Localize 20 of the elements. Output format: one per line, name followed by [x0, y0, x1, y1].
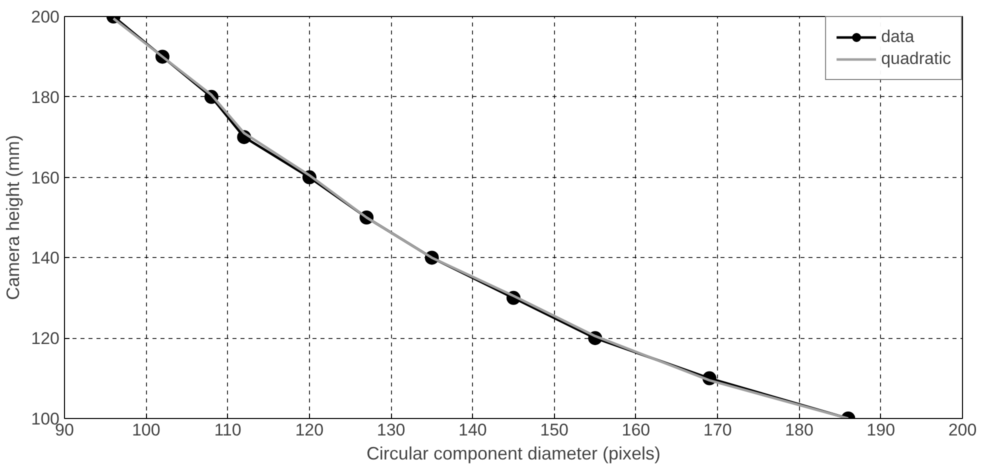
- y-axis-title: Camera height (mm): [3, 134, 24, 300]
- x-tick-label: 140: [458, 420, 487, 440]
- y-tick-label: 180: [31, 88, 60, 107]
- legend-label: data: [881, 27, 914, 47]
- legend-label: quadratic: [881, 49, 951, 69]
- y-tick-label: 200: [31, 8, 60, 26]
- x-tick-label: 160: [622, 420, 650, 440]
- x-tick-label: 190: [866, 420, 896, 440]
- x-axis-title: Circular component diameter (pixels): [366, 444, 661, 464]
- x-tick-label: 200: [948, 420, 977, 440]
- x-tick-label: 100: [132, 420, 160, 440]
- y-tick-label: 140: [31, 248, 60, 268]
- x-tick-label: 170: [703, 420, 732, 440]
- x-tick-label: 110: [214, 420, 242, 440]
- y-tick-label: 160: [31, 168, 60, 188]
- x-tick-label: 180: [785, 420, 814, 440]
- x-tick-label: 120: [295, 420, 324, 440]
- y-tick-label: 120: [31, 329, 60, 348]
- x-tick-label: 130: [376, 420, 406, 440]
- x-tick-label: 150: [540, 420, 569, 440]
